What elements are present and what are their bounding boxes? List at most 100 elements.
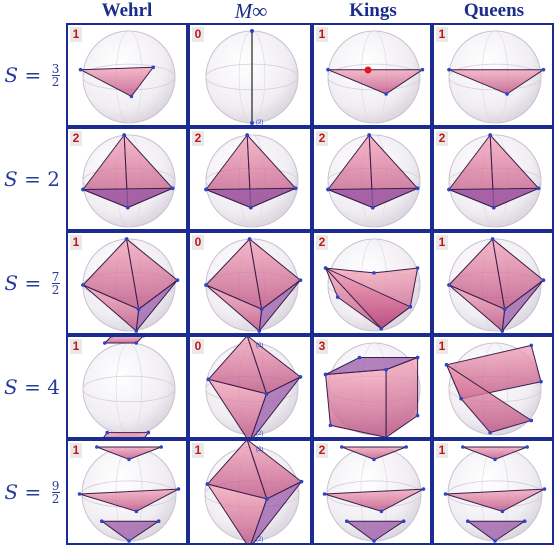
polytope-face — [385, 356, 419, 437]
fraction-bar — [51, 491, 60, 493]
bloch-sphere-plot — [323, 342, 421, 437]
polytope-face — [250, 376, 301, 437]
polytope-vertex — [379, 326, 384, 331]
polytope-vertex — [500, 329, 505, 333]
bloch-sphere-plot — [443, 445, 547, 543]
cell-row-s-2-m-infinity: 2 — [188, 127, 312, 231]
polytope-vertex — [542, 487, 547, 491]
count-badge: 1 — [316, 27, 328, 42]
count-badge: 2 — [316, 443, 328, 458]
polytope-vertex — [245, 337, 249, 338]
polytope-face — [96, 446, 162, 460]
polytope-vertex — [102, 341, 107, 345]
polytope-face — [100, 520, 161, 542]
polytope-vertex — [265, 497, 269, 501]
row-label: S = 4 — [0, 335, 64, 439]
polytope-vertex — [248, 205, 253, 210]
polytope-vertex — [415, 186, 420, 191]
polytope-vertex — [204, 283, 208, 287]
bloch-sphere-plot: (2) (2) — [204, 441, 304, 543]
row-label-prefix: S = — [4, 375, 48, 399]
count-badge: 1 — [70, 443, 82, 458]
cell-row-s-4-kings: 3 — [312, 335, 432, 439]
polytope-vertex — [415, 413, 420, 418]
polytope-vertex — [323, 266, 328, 270]
polytope-vertex — [127, 539, 131, 543]
polytope-vertex — [78, 67, 83, 72]
cell-row-s-3-2-kings: 1 — [312, 23, 432, 127]
count-badge: 2 — [70, 131, 82, 146]
polytope-face — [325, 267, 412, 330]
polytope-vertex — [372, 539, 376, 543]
polytope-vertex — [536, 186, 541, 191]
polytope-vertex — [293, 186, 298, 191]
polytope-vertex — [110, 337, 114, 338]
cell-row-s-7-2-m-infinity: 0 — [188, 231, 312, 335]
fraction-bar — [51, 282, 60, 284]
count-badge: 1 — [436, 27, 448, 42]
polytope-vertex — [264, 392, 269, 396]
polytope-vertex — [415, 355, 420, 360]
polytope-vertex — [340, 445, 344, 449]
polytope-vertex — [205, 482, 210, 486]
polytope-vertex — [447, 67, 451, 72]
sphere — [82, 342, 176, 436]
polytope-vertex — [134, 509, 139, 514]
fraction-numerator: 9 — [51, 478, 60, 493]
polytope-vertex — [81, 187, 85, 192]
bloch-sphere-plot — [326, 30, 425, 124]
bloch-sphere-plot — [81, 133, 176, 228]
highlighted-point — [364, 66, 372, 74]
cell-row-s-4-wehrl: 1 — [66, 335, 188, 439]
polytope-vertex — [447, 187, 451, 192]
count-badge: 2 — [436, 131, 448, 146]
polytope-vertex — [404, 445, 408, 449]
polytope-vertex — [502, 307, 507, 312]
count-badge: 1 — [70, 339, 82, 354]
cell-row-s-3-2-queens: 1 — [432, 23, 554, 127]
count-badge: 0 — [192, 339, 204, 354]
polytope-vertex — [461, 445, 465, 449]
polytope-vertex — [176, 487, 181, 491]
polytope-face — [345, 520, 406, 542]
row-label-prefix: S = — [4, 271, 48, 295]
bloch-sphere-plot — [204, 133, 299, 228]
cell-row-s-4-queens: 1 — [432, 335, 554, 439]
multiplicity-label: (2) — [256, 120, 263, 125]
polytope-vertex — [372, 457, 376, 462]
bloch-sphere-plot — [447, 133, 542, 228]
polytope-vertex — [493, 539, 497, 543]
row-label: S = 2 — [0, 127, 64, 231]
polytope-vertex — [127, 457, 131, 462]
bloch-sphere-plot — [326, 133, 421, 228]
multiplicity-label: (2) — [256, 343, 263, 349]
polytope-face — [135, 279, 178, 333]
polytope-vertex — [259, 307, 264, 312]
polytope-face — [258, 279, 301, 333]
row-label-prefix: S = — [4, 63, 48, 87]
count-badge: 1 — [436, 339, 448, 354]
polytope-vertex — [401, 519, 406, 524]
polytope-vertex — [250, 121, 254, 125]
polytope-vertex — [99, 519, 104, 524]
polytope-vertex — [142, 337, 145, 338]
polytope-face — [341, 446, 407, 460]
polytope-face — [448, 187, 539, 209]
polytope-vertex — [77, 492, 82, 496]
fraction-denominator: 2 — [51, 74, 60, 89]
polytope-vertex — [541, 67, 546, 72]
polytope-vertex — [298, 278, 303, 282]
cell-row-s-3-2-wehrl: 1 — [66, 23, 188, 127]
polytope-vertex — [328, 423, 333, 428]
bloch-sphere-plot — [322, 445, 426, 543]
multiplicity-label: (2) — [256, 447, 263, 453]
polytope-vertex — [444, 362, 449, 367]
polytope-vertex — [159, 445, 163, 449]
cell-row-s-7-2-wehrl: 1 — [66, 231, 188, 335]
cell-row-s-2-queens: 2 — [432, 127, 554, 231]
